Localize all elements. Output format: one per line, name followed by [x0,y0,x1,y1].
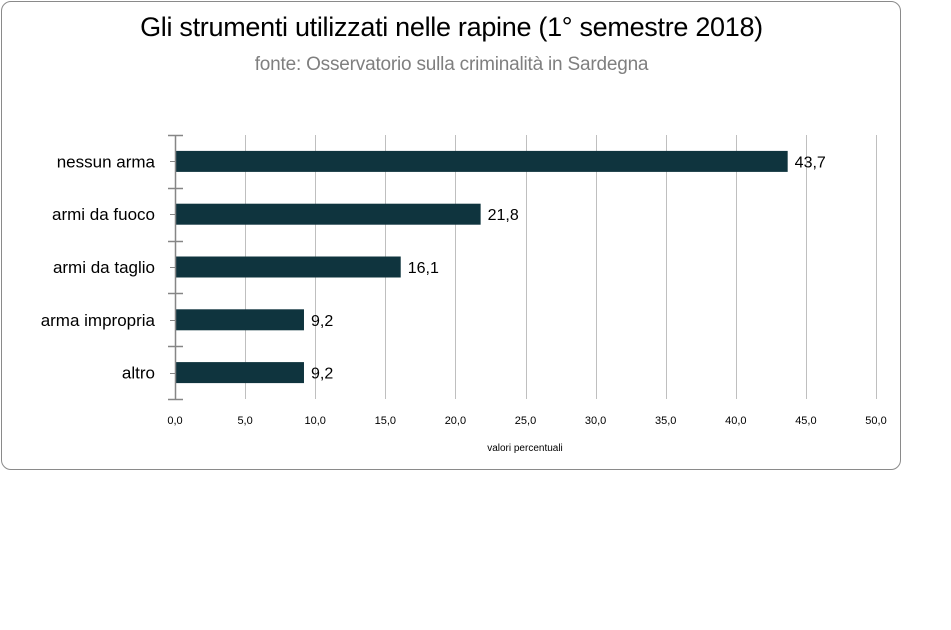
x-tick-label: 40,0 [725,415,746,427]
chart-frame [1,1,901,470]
bar [175,203,481,225]
x-tick-label: 5,0 [237,415,252,427]
bar-value-label: 21,8 [488,207,519,224]
bar-value-label: 43,7 [795,154,826,171]
category-label: armi da fuoco [52,205,155,224]
x-tick-label: 15,0 [375,415,396,427]
category-label: nessun arma [57,152,156,171]
x-tick-label: 0,0 [167,415,182,427]
bar [175,256,401,278]
bar [175,362,304,384]
x-tick-label: 20,0 [445,415,466,427]
bar-value-label: 16,1 [408,260,439,277]
x-tick-label: 50,0 [865,415,886,427]
bar [175,150,788,172]
gridlines [245,135,877,399]
x-axis-title: valori percentuali [487,443,563,454]
category-label: armi da taglio [53,258,155,277]
value-axis-tick-labels: 0,0 5,0 10,0 15,0 20,0 25,0 30,0 35,0 40,0 45,0 50… [167,415,886,427]
bar-value-label: 9,2 [311,366,333,383]
x-tick-label: 35,0 [655,415,676,427]
category-label: altro [122,364,155,383]
bar [175,309,304,331]
bars: 43,7 21,8 16,1 9,2 9,2 [175,150,826,384]
x-tick-label: 45,0 [795,415,816,427]
chart-title: Gli strumenti utilizzati nelle rapine (1… [140,12,763,42]
category-axis: nessun arma armi da fuoco armi da taglio ar… [41,134,183,401]
x-tick-label: 30,0 [585,415,606,427]
category-label: arma impropria [41,311,156,330]
chart-subtitle: fonte: Osservatorio sulla criminalità in… [254,54,649,75]
x-tick-label: 10,0 [304,415,325,427]
bar-value-label: 9,2 [311,313,333,330]
x-tick-label: 25,0 [515,415,536,427]
